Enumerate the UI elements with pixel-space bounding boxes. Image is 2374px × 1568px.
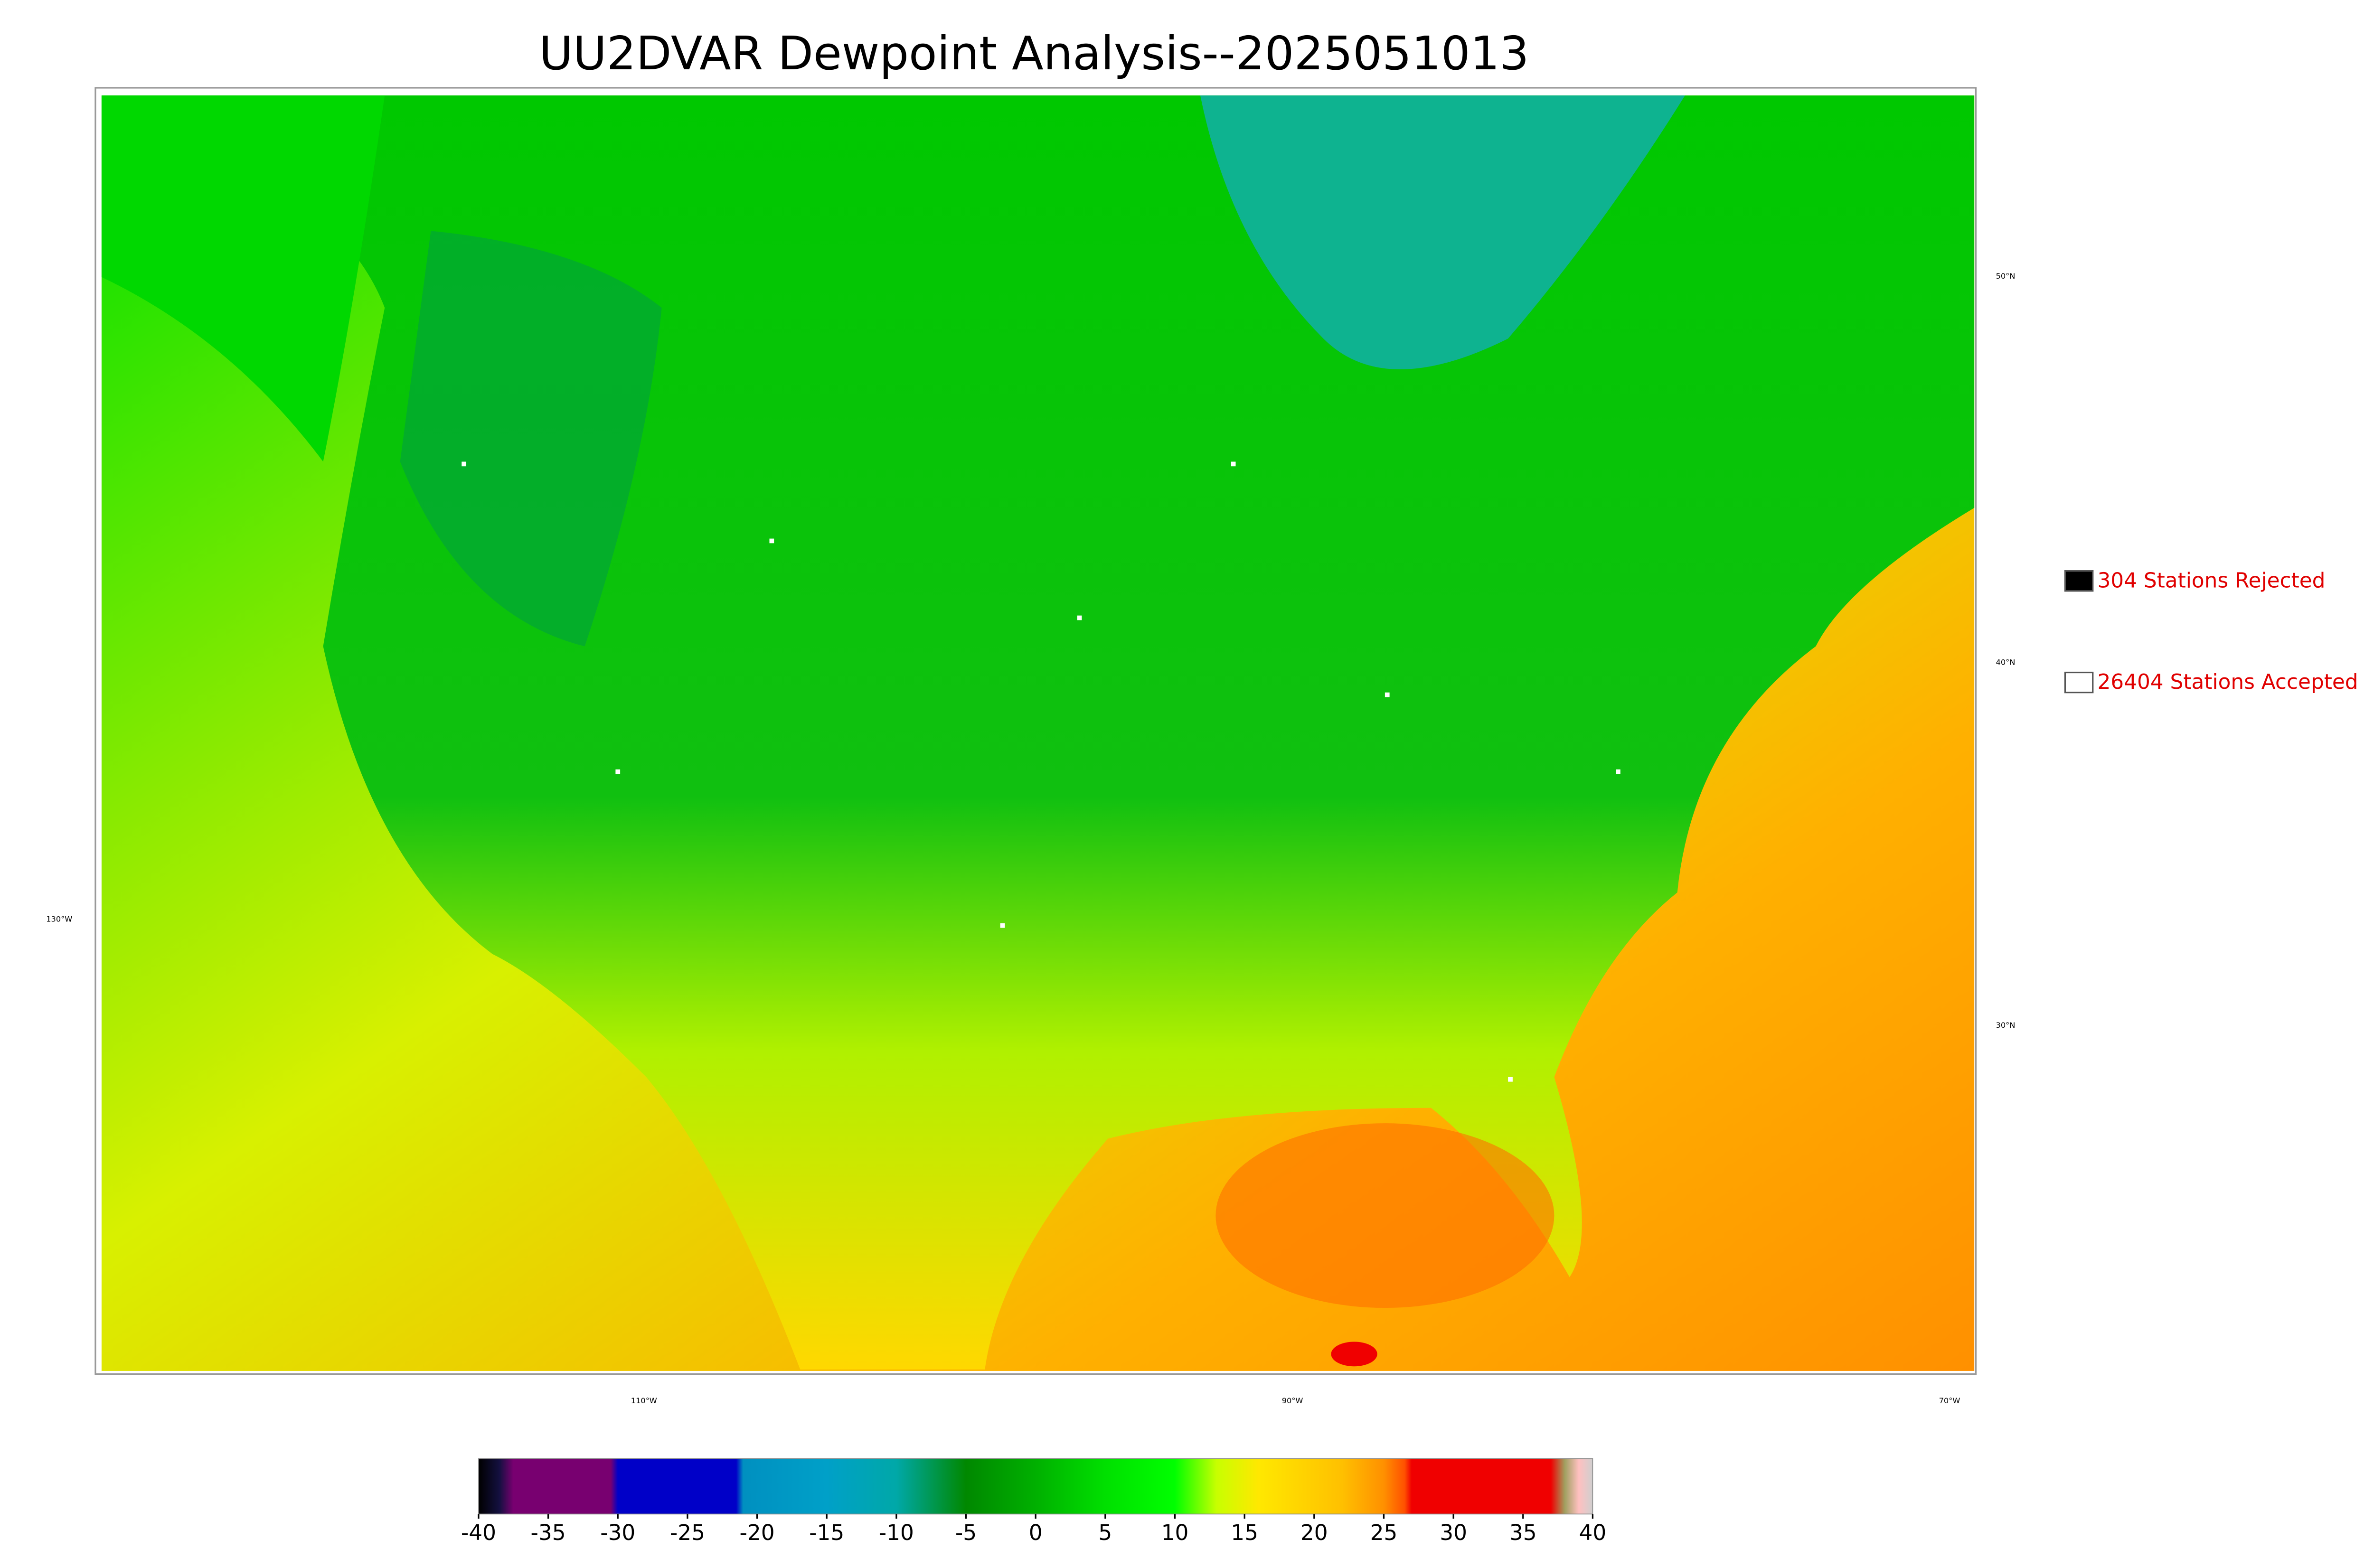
colorbar: -40 -35 -30 -25 -20 -15 -10 -5 0 5 10 15 20 25 30 35 40 (461, 1458, 1607, 1545)
lon-label: 130°W (46, 915, 72, 924)
colorbar-tick-label: 15 (1231, 1520, 1258, 1545)
colorbar-bar (478, 1458, 1593, 1515)
legend-swatch (2064, 671, 2094, 694)
lon-label: 70°W (1939, 1396, 1960, 1405)
legend-swatch (2064, 570, 2094, 592)
colorbar-tick-label: -25 (670, 1520, 705, 1545)
colorbar-tick-label: -15 (809, 1520, 844, 1545)
colorbar-tick-label: 30 (1440, 1520, 1467, 1545)
colorbar-tick-label: -5 (955, 1520, 977, 1545)
colorbar-tick-label: -30 (600, 1520, 635, 1545)
legend: 304 Stations Rejected 26404 Stations Acce… (2064, 568, 2358, 694)
map-title: UU2DVAR Dewpoint Analysis--2025051013 (539, 27, 1529, 80)
pacific-north (101, 95, 385, 462)
colorbar-tick-label: 5 (1098, 1520, 1112, 1545)
colorbar-tick-label: 35 (1509, 1520, 1537, 1545)
map-frame (94, 87, 1977, 1375)
lat-label: 50°N (1996, 272, 2016, 281)
colorbar-tick-label: 10 (1161, 1520, 1189, 1545)
canada-dry (1200, 95, 1685, 370)
stations (462, 461, 1620, 1082)
gulf-max (1331, 1342, 1377, 1367)
colorbar-tick-label: -35 (531, 1520, 566, 1545)
lon-label: 90°W (1282, 1396, 1303, 1405)
colorbar-tick-label: 0 (1029, 1520, 1043, 1545)
colorbar-tick-label: -40 (461, 1520, 496, 1545)
map (101, 95, 1975, 1371)
lat-label: 30°N (1996, 1021, 2016, 1030)
colorbar-tick-label: -20 (740, 1520, 775, 1545)
colorbar-tick-label: -10 (879, 1520, 914, 1545)
colorbar-tick-label: 20 (1300, 1520, 1328, 1545)
lat-label: 40°N (1996, 657, 2016, 667)
lon-label: 110°W (631, 1396, 657, 1405)
rockies-dry (400, 231, 662, 647)
gulf-humid (1215, 1123, 1554, 1308)
colorbar-tick-label: 25 (1370, 1520, 1398, 1545)
legend-label: 26404 Stations Accepted (2097, 670, 2358, 694)
colorbar-tick-label: 40 (1579, 1520, 1607, 1545)
legend-label: 304 Stations Rejected (2097, 568, 2325, 592)
